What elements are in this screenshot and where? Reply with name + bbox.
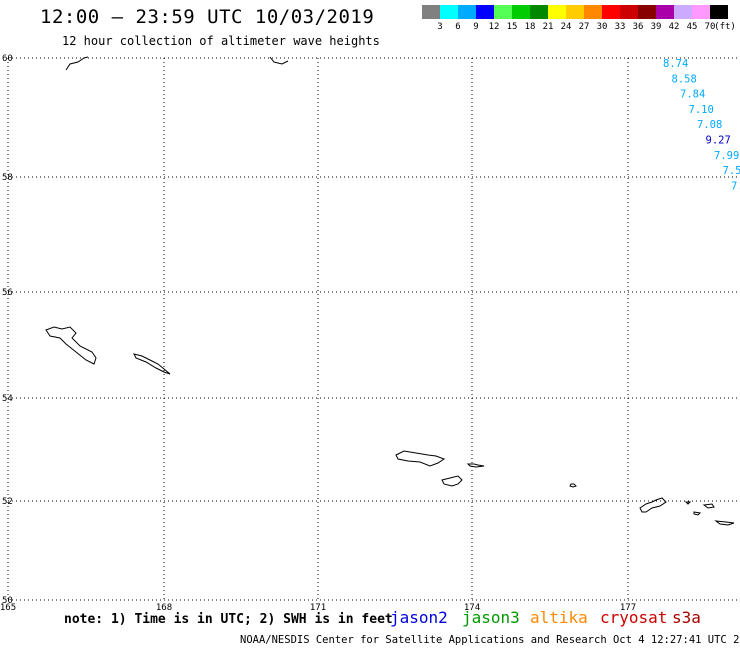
scale-swatch — [656, 5, 674, 19]
graticule — [7, 57, 740, 601]
scale-swatch — [476, 5, 494, 19]
island-east-b — [684, 501, 692, 505]
scale-swatch — [494, 5, 512, 19]
island-central-c — [466, 463, 485, 468]
island-tiny-east — [569, 483, 577, 488]
satellite-legend-item: jason3 — [462, 608, 520, 627]
scale-label: 3 — [437, 22, 443, 32]
wave-height-value: 7. — [731, 180, 740, 192]
scale-label: 6 — [455, 22, 461, 32]
scale-swatch — [692, 5, 710, 19]
island-central-b — [441, 475, 463, 487]
scale-swatch — [674, 5, 692, 19]
scale-swatch — [584, 5, 602, 19]
wave-height-value: 7.84 — [680, 89, 705, 101]
coastline-north-b — [269, 56, 289, 65]
island-east-a — [639, 497, 667, 513]
scale-label: 24 — [560, 22, 572, 32]
chart-title: 12:00 – 23:59 UTC 10/03/2019 — [40, 6, 375, 28]
scale-label: (ft) — [714, 22, 736, 32]
scale-label: 36 — [632, 22, 644, 32]
lat-label: 60 — [2, 54, 13, 64]
scale-swatch — [422, 5, 440, 19]
footer-credit: NOAA/NESDIS Center for Satellite Applica… — [240, 634, 740, 646]
satellite-legend-item: cryosat — [600, 608, 668, 627]
wave-height-track: 8.748.587.847.107.089.277.997.547.7 — [663, 58, 740, 208]
scale-swatch — [566, 5, 584, 19]
lat-label: 58 — [2, 173, 13, 183]
satellite-legend-item: jason2 — [390, 608, 448, 627]
scale-label: 70 — [704, 22, 716, 32]
scale-label: 21 — [542, 22, 554, 32]
wave-height-value: 9.27 — [706, 135, 731, 147]
scale-swatch — [530, 5, 548, 19]
scale-swatch — [512, 5, 530, 19]
color-scale-labels: 3 6 9 12 15 18 21 24 27 30 33 36 39 42 45 70 (ft) — [422, 22, 740, 34]
scale-swatch — [602, 5, 620, 19]
satellite-legend-item: s3a — [672, 608, 701, 627]
wave-height-value: 7.10 — [689, 104, 714, 116]
color-scale-bar — [422, 5, 728, 19]
wave-height-value: 7.99 — [714, 150, 739, 162]
scale-swatch — [710, 5, 728, 19]
lat-label: 54 — [2, 394, 13, 404]
scale-label: 33 — [614, 22, 626, 32]
scale-label: 42 — [668, 22, 680, 32]
island-st-matthew-like — [45, 326, 97, 365]
coastline-north-a — [65, 56, 89, 71]
wave-height-value: 7.54 — [723, 165, 740, 177]
lon-label: 165 — [0, 603, 16, 613]
footer-note: note: 1) Time is in UTC; 2) SWH is in fe… — [64, 612, 393, 627]
lat-label: 56 — [2, 288, 13, 298]
scale-label: 45 — [686, 22, 698, 32]
wave-height-value: 8.74 — [663, 58, 688, 70]
island-east-c — [693, 511, 702, 516]
scale-label: 15 — [506, 22, 518, 32]
wave-height-color-scale: 3 6 9 12 15 18 21 24 27 30 33 36 39 42 45 70 (ft) — [422, 5, 736, 35]
scale-swatch — [638, 5, 656, 19]
lon-label: 168 — [156, 603, 172, 613]
scale-swatch — [440, 5, 458, 19]
scale-label: 30 — [596, 22, 608, 32]
satellite-legend-item: altika — [530, 608, 588, 627]
lon-label: 174 — [464, 603, 480, 613]
island-small-west — [133, 353, 171, 375]
lon-label: 171 — [310, 603, 326, 613]
scale-label: 12 — [488, 22, 500, 32]
wave-height-value: 7.08 — [697, 119, 722, 131]
scale-swatch — [548, 5, 566, 19]
wave-height-value: 8.58 — [672, 73, 697, 85]
island-east-d — [702, 503, 715, 509]
scale-label: 18 — [524, 22, 536, 32]
lat-label: 50 — [2, 596, 13, 606]
scale-swatch — [458, 5, 476, 19]
scale-label: 39 — [650, 22, 662, 32]
coastlines — [45, 56, 735, 526]
lon-label: 177 — [620, 603, 636, 613]
island-east-e — [714, 520, 735, 526]
island-chain-central — [395, 450, 446, 467]
scale-label: 27 — [578, 22, 590, 32]
lat-label: 52 — [2, 497, 13, 507]
scale-swatch — [620, 5, 638, 19]
chart-subtitle: 12 hour collection of altimeter wave hei… — [62, 34, 380, 48]
scale-label: 9 — [473, 22, 479, 32]
